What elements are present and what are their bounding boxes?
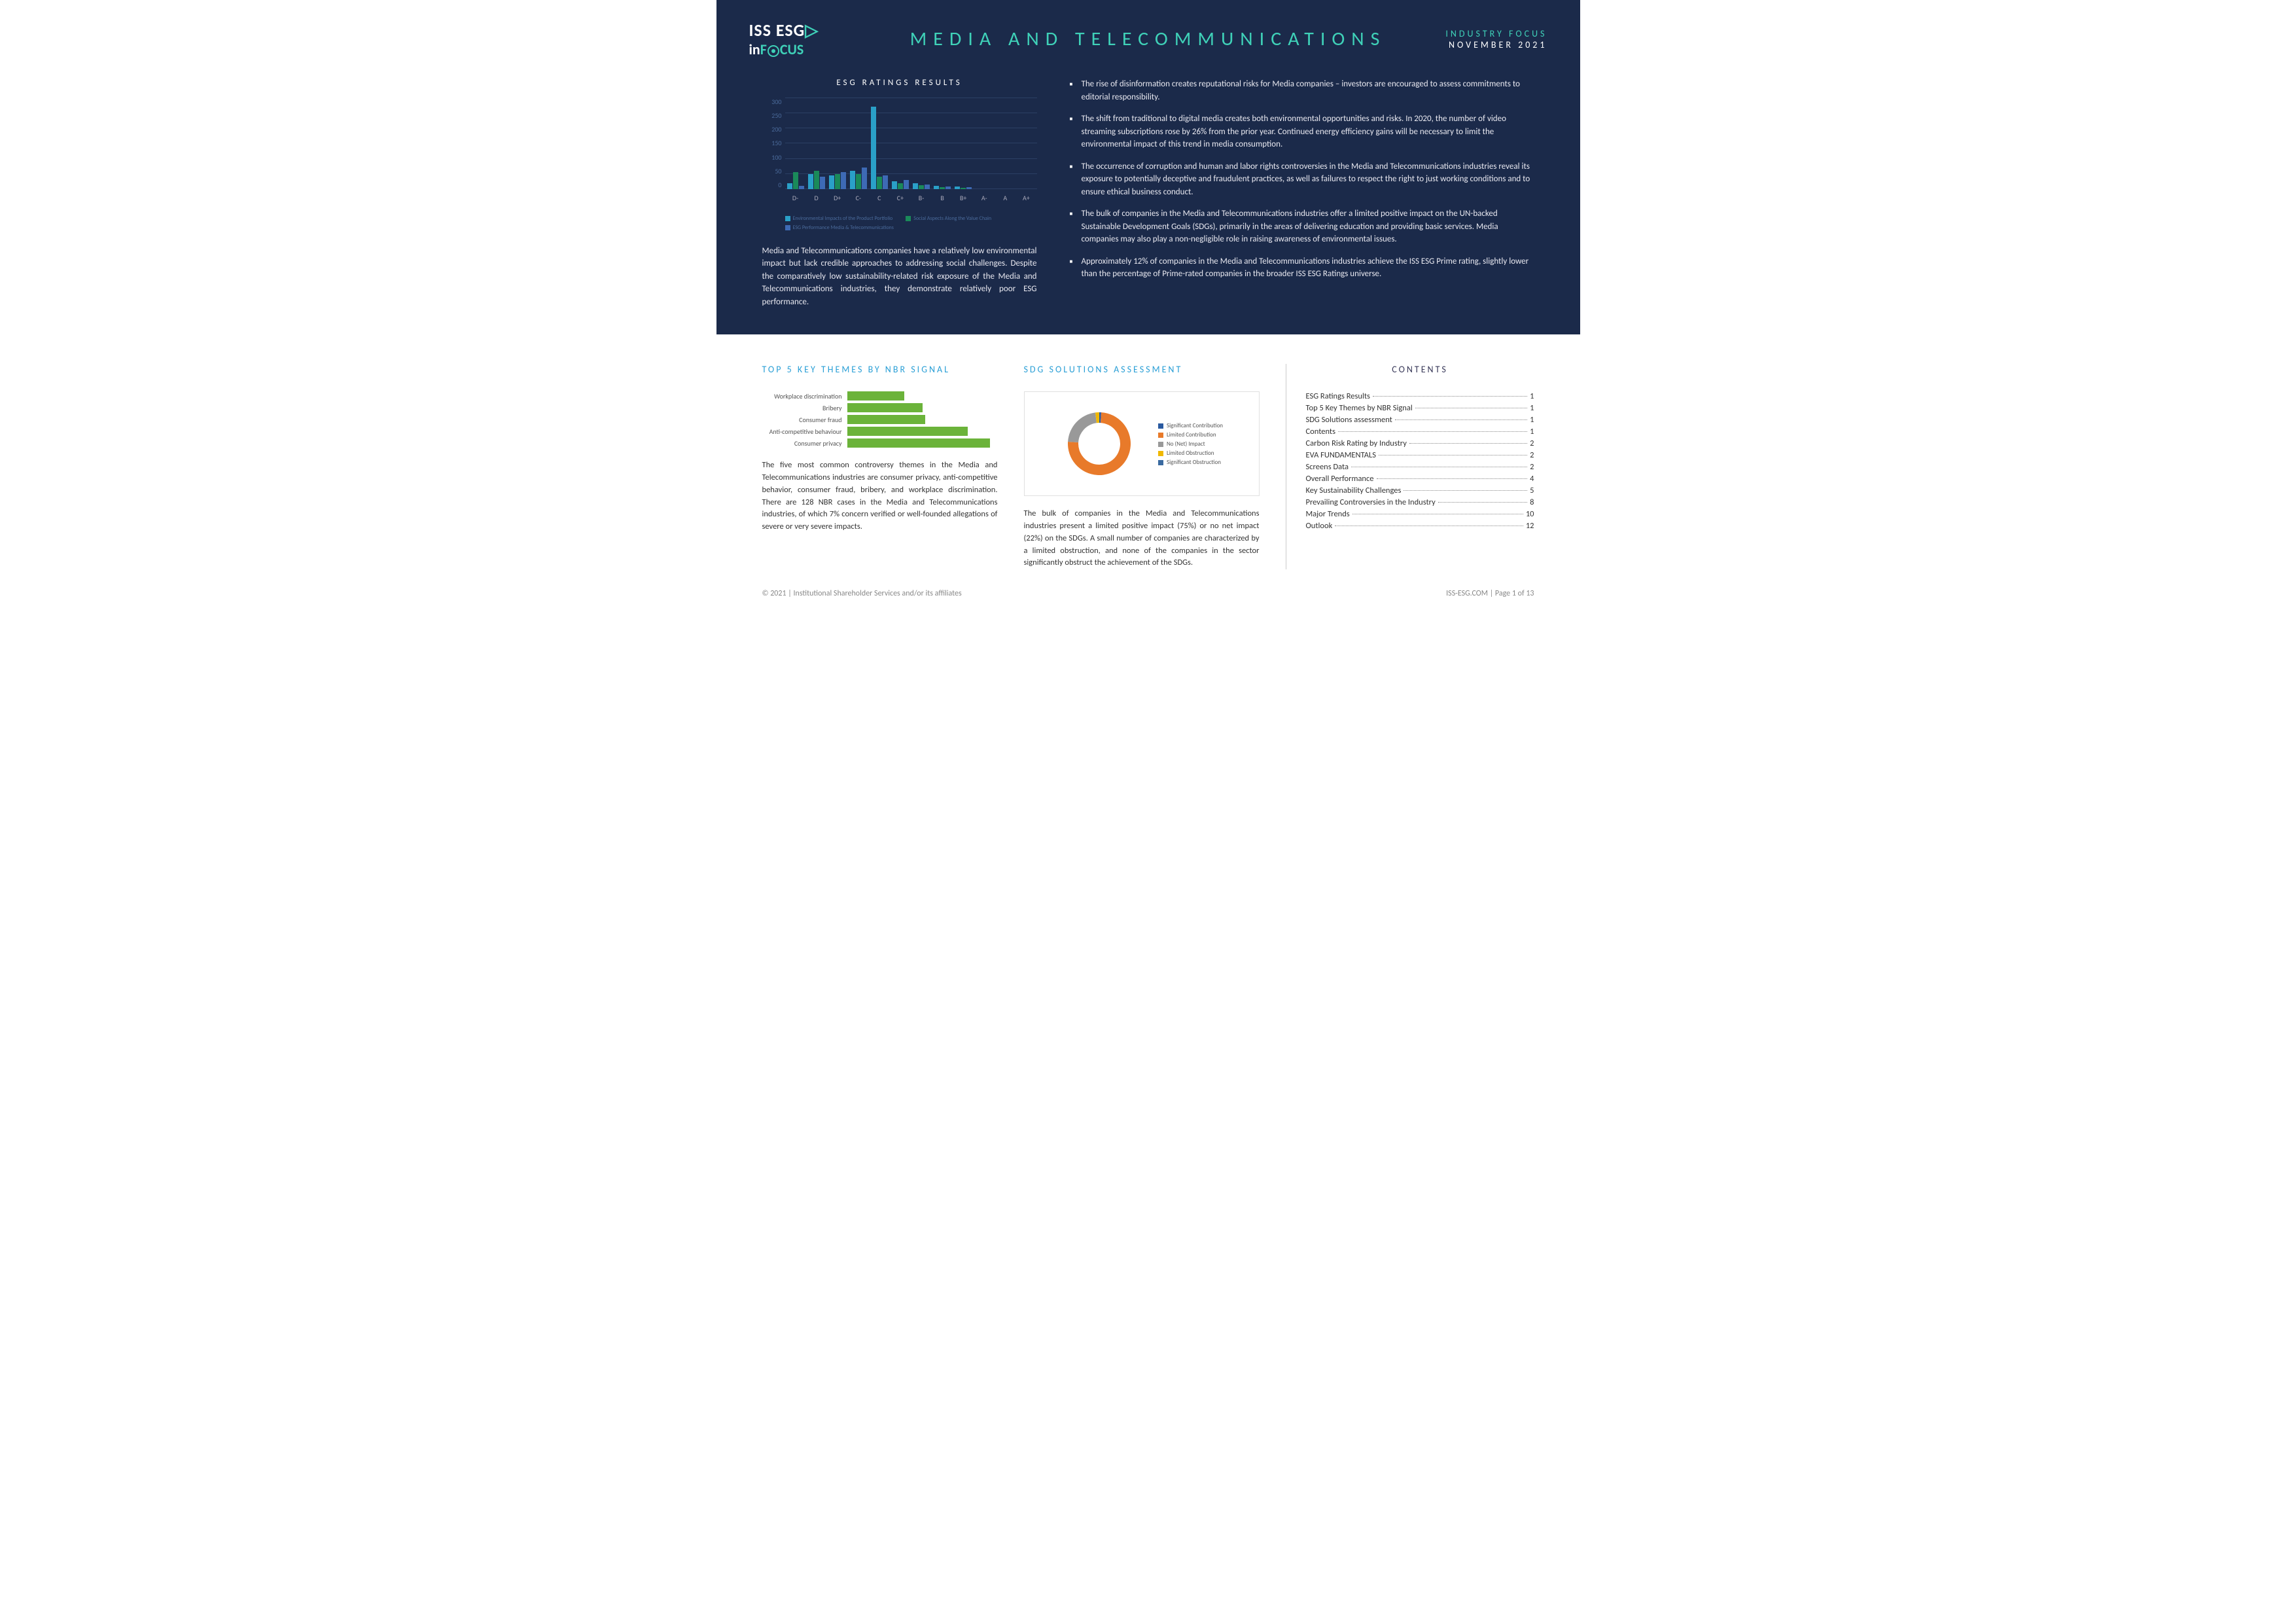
esg-chart-title: ESG RATINGS RESULTS — [762, 78, 1037, 88]
toc-row[interactable]: Contents1 — [1306, 427, 1534, 437]
key-point: The rise of disinformation creates reput… — [1070, 78, 1534, 103]
toc-row[interactable]: Screens Data2 — [1306, 462, 1534, 472]
key-points-list: The rise of disinformation creates reput… — [1070, 78, 1534, 281]
toc-row[interactable]: Major Trends10 — [1306, 509, 1534, 519]
bullets-column: The rise of disinformation creates reput… — [1070, 78, 1534, 308]
key-point: The shift from traditional to digital me… — [1070, 113, 1534, 151]
page-header: ISS ESG▷ inFCUS MEDIA AND TELECOMMUNICAT… — [716, 0, 1580, 65]
key-point: The occurrence of corruption and human a… — [1070, 160, 1534, 199]
nbr-hbar-chart: Workplace discriminationBriberyConsumer … — [762, 391, 998, 448]
key-point: The bulk of companies in the Media and T… — [1070, 207, 1534, 246]
esg-chart-paragraph: Media and Telecommunications companies h… — [762, 245, 1037, 309]
toc-row[interactable]: Prevailing Controversies in the Industry… — [1306, 497, 1534, 507]
dark-body: ESG RATINGS RESULTS 300250200150100500 D… — [716, 65, 1580, 315]
sdg-column: SDG SOLUTIONS ASSESSMENT Significant Con… — [1024, 364, 1260, 569]
nbr-paragraph: The five most common controversy themes … — [762, 459, 998, 533]
white-section: TOP 5 KEY THEMES BY NBR SIGNAL Workplace… — [716, 334, 1580, 582]
key-point: Approximately 12% of companies in the Me… — [1070, 255, 1534, 281]
dark-section: ISS ESG▷ inFCUS MEDIA AND TELECOMMUNICAT… — [716, 0, 1580, 334]
sdg-paragraph: The bulk of companies in the Media and T… — [1024, 508, 1260, 569]
header-right: INDUSTRY FOCUS NOVEMBER 2021 — [1417, 28, 1547, 50]
table-of-contents: ESG Ratings Results1 Top 5 Key Themes by … — [1306, 391, 1534, 531]
industry-focus-label: INDUSTRY FOCUS — [1417, 28, 1547, 39]
logo-target-icon — [768, 45, 779, 57]
footer-copyright: © 2021 | Institutional Shareholder Servi… — [762, 589, 962, 598]
logo-line1: ISS ESG▷ — [749, 20, 880, 41]
header-date: NOVEMBER 2021 — [1417, 39, 1547, 50]
toc-row[interactable]: Overall Performance4 — [1306, 474, 1534, 484]
logo: ISS ESG▷ inFCUS — [749, 20, 880, 58]
toc-row[interactable]: Outlook12 — [1306, 521, 1534, 531]
footer-page-info: ISS-ESG.COM | Page 1 of 13 — [1446, 589, 1534, 598]
contents-title: CONTENTS — [1306, 364, 1534, 375]
esg-legend: Environmental Impacts of the Product Por… — [785, 214, 1037, 233]
contents-column: CONTENTS ESG Ratings Results1 Top 5 Key T… — [1286, 364, 1534, 569]
logo-triangle-icon: ▷ — [805, 20, 819, 41]
toc-row[interactable]: Key Sustainability Challenges5 — [1306, 486, 1534, 495]
page-footer: © 2021 | Institutional Shareholder Servi… — [716, 582, 1580, 615]
toc-row[interactable]: SDG Solutions assessment1 — [1306, 415, 1534, 425]
nbr-title: TOP 5 KEY THEMES BY NBR SIGNAL — [762, 364, 998, 375]
toc-row[interactable]: EVA FUNDAMENTALS2 — [1306, 450, 1534, 460]
nbr-column: TOP 5 KEY THEMES BY NBR SIGNAL Workplace… — [762, 364, 998, 569]
sdg-donut-chart — [1060, 404, 1139, 483]
toc-row[interactable]: ESG Ratings Results1 — [1306, 391, 1534, 401]
page-title: MEDIA AND TELECOMMUNICATIONS — [880, 27, 1417, 51]
sdg-legend: Significant ContributionLimited Contribu… — [1158, 420, 1223, 468]
esg-chart-column: ESG RATINGS RESULTS 300250200150100500 D… — [762, 78, 1037, 308]
sdg-title: SDG SOLUTIONS ASSESSMENT — [1024, 364, 1260, 375]
toc-row[interactable]: Carbon Risk Rating by Industry2 — [1306, 438, 1534, 448]
sdg-donut-wrap: Significant ContributionLimited Contribu… — [1024, 391, 1260, 496]
esg-bar-chart: 300250200150100500 D-DD+C-CC+B-BB+A-AA+ — [785, 98, 1037, 209]
toc-row[interactable]: Top 5 Key Themes by NBR Signal1 — [1306, 403, 1534, 413]
logo-line2: inFCUS — [749, 41, 880, 58]
